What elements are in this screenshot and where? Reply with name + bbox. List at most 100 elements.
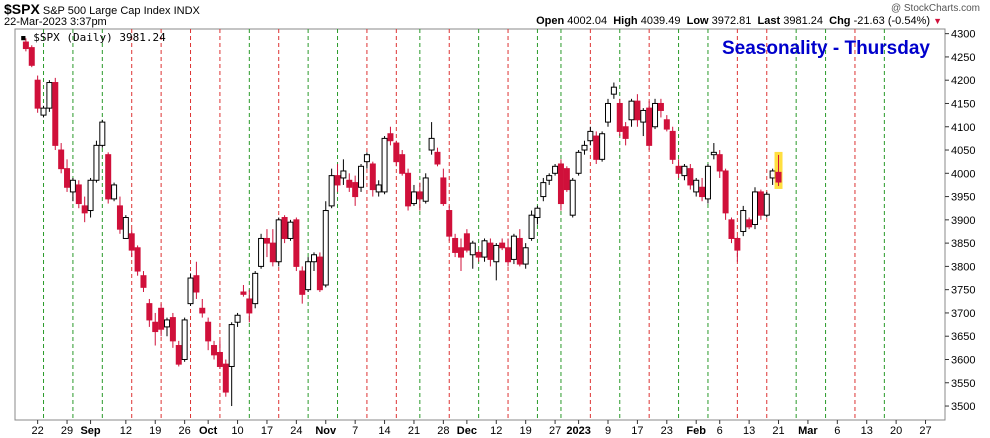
candle-up <box>234 314 241 323</box>
candle-down <box>116 205 123 230</box>
candle-up <box>46 82 53 109</box>
candle-down <box>563 168 570 191</box>
candle-down <box>663 119 670 130</box>
candle-down <box>775 171 782 183</box>
ohlc-quote: Open 4002.04 High 4039.49 Low 3972.81 La… <box>536 15 942 27</box>
x-tick-label: 7 <box>352 425 358 437</box>
candle-down <box>622 126 629 139</box>
y-tick-label: 3750 <box>951 285 975 297</box>
candle-down <box>516 237 523 265</box>
candle-down <box>205 321 212 342</box>
x-tick-label: 14 <box>378 425 390 437</box>
candle-up <box>575 151 582 174</box>
candle-up <box>363 154 370 163</box>
y-tick-label: 4050 <box>951 145 975 157</box>
candle-up <box>328 175 335 207</box>
candle-down <box>722 170 729 214</box>
candle-down <box>728 219 735 239</box>
candle-up <box>252 272 259 305</box>
y-tick-label: 3500 <box>951 401 975 413</box>
index-name: S&P 500 Large Cap Index <box>42 5 171 17</box>
candle-up <box>510 235 517 260</box>
candle-up <box>164 319 170 328</box>
candle-down <box>334 175 341 186</box>
candle-up <box>258 237 265 267</box>
candle-down <box>216 352 223 367</box>
candle-down <box>440 177 447 205</box>
x-tick-label: Oct <box>199 425 218 437</box>
candle-down <box>105 154 112 200</box>
date-axis: 22 29 Sep 12 19 26 Oct 10 17 24 Nov 7 14 21 28 Dec 12 19 2… <box>32 420 932 437</box>
candle-down <box>475 251 482 258</box>
candle-up <box>69 179 76 193</box>
candle-up <box>287 221 294 239</box>
candle-up <box>428 137 435 151</box>
candle-up <box>275 219 282 263</box>
candle-down <box>346 179 353 188</box>
candle-up <box>581 144 588 151</box>
y-tick-label: 4250 <box>951 52 975 64</box>
candle-up <box>740 210 747 232</box>
x-tick-label: 20 <box>890 425 902 437</box>
candle-up <box>610 86 617 95</box>
x-tick-label: 21 <box>408 425 420 437</box>
candle-up <box>628 100 635 121</box>
last-label: Last <box>757 15 781 27</box>
x-tick-label: Mar <box>798 425 818 437</box>
candle-up <box>552 165 559 174</box>
candle-down <box>64 168 71 188</box>
candle-down <box>458 247 464 258</box>
chg-label: Chg <box>829 15 851 27</box>
low-value: 3972.81 <box>711 15 752 27</box>
candle-up <box>528 214 535 239</box>
candle-down <box>140 275 147 288</box>
candle-down <box>657 102 664 111</box>
open-value: 4002.04 <box>567 15 608 27</box>
candle-down <box>169 317 176 342</box>
candle-up <box>710 151 717 156</box>
candle-up <box>322 210 329 286</box>
candle-up <box>569 179 576 216</box>
candle-up <box>410 191 417 205</box>
candle-down <box>316 256 323 291</box>
candle-down <box>299 270 306 295</box>
candle-up <box>681 165 688 177</box>
quote-datetime: 22-Mar-2023 3:37pm <box>4 16 107 28</box>
candle-up <box>93 144 100 181</box>
candle-down <box>463 233 470 251</box>
x-tick-label: Nov <box>315 425 337 437</box>
candle-down <box>557 163 564 205</box>
x-tick-label: 19 <box>520 425 532 437</box>
plot-frame <box>14 28 946 421</box>
candle-down <box>281 217 288 239</box>
y-tick-label: 3950 <box>951 192 975 204</box>
x-tick-label: 13 <box>743 425 755 437</box>
x-tick-label: 28 <box>437 425 449 437</box>
x-tick-label: 9 <box>605 425 611 437</box>
x-tick-label: 19 <box>149 425 161 437</box>
chart-title: Seasonality - Thursday <box>721 38 930 59</box>
candle-up <box>769 170 776 179</box>
candle-up <box>540 182 547 198</box>
x-tick-label: 17 <box>261 425 273 437</box>
candle-up <box>228 324 235 367</box>
candle-up <box>605 102 611 123</box>
candle-down <box>669 130 676 160</box>
y-tick-label: 3900 <box>951 215 975 227</box>
candle-up <box>111 184 118 200</box>
candle-up <box>522 247 529 265</box>
candle-down <box>746 219 753 228</box>
candle-down <box>75 184 82 205</box>
y-tick-label: 3600 <box>951 354 975 366</box>
exchange-label: INDX <box>173 5 200 17</box>
candle-down <box>246 298 253 314</box>
x-tick-label: 27 <box>549 425 561 437</box>
x-tick-label: 23 <box>661 425 673 437</box>
candle-down <box>699 186 706 198</box>
candle-up <box>652 102 659 128</box>
candle-down <box>757 191 764 216</box>
candle-up <box>599 133 606 160</box>
seasonality-lines <box>43 29 885 420</box>
down-arrow-icon: ▼ <box>933 16 942 26</box>
